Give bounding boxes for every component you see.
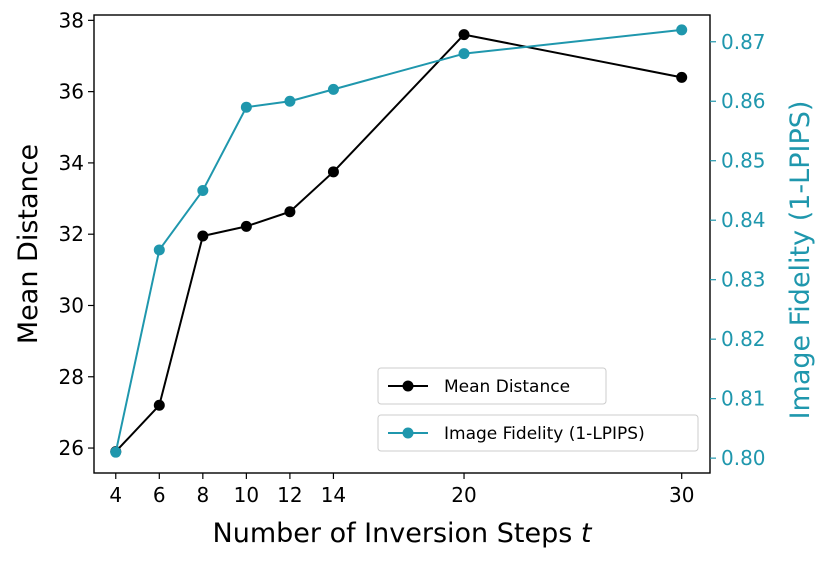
right-y-tick-label: 0.81 bbox=[721, 387, 766, 411]
legend-label-image-fidelity: Image Fidelity (1-LPIPS) bbox=[444, 424, 645, 444]
data-point-image-fidelity bbox=[284, 95, 296, 107]
left-y-tick-label: 30 bbox=[59, 293, 84, 317]
series-line-image-fidelity bbox=[114, 28, 682, 453]
legend-marker-image-fidelity bbox=[402, 427, 414, 439]
right-y-axis-title: Image Fidelity (1-LPIPS) bbox=[785, 101, 816, 420]
data-point-mean-distance bbox=[327, 166, 339, 178]
x-tick-label: 8 bbox=[196, 483, 209, 507]
data-point-image-fidelity bbox=[327, 83, 339, 95]
data-point-image-fidelity bbox=[676, 24, 688, 36]
data-point-image-fidelity bbox=[153, 244, 165, 256]
left-y-tick-label: 26 bbox=[59, 436, 84, 460]
left-y-axis-title: Mean Distance bbox=[13, 144, 44, 344]
x-tick-label: 20 bbox=[451, 483, 476, 507]
right-y-tick-label: 0.87 bbox=[721, 30, 766, 54]
legend-label-mean-distance: Mean Distance bbox=[444, 377, 570, 397]
data-point-image-fidelity bbox=[240, 101, 252, 113]
data-point-mean-distance bbox=[458, 29, 470, 41]
legend-box-mean-distance bbox=[377, 367, 607, 405]
right-y-tick-label: 0.84 bbox=[721, 208, 766, 232]
data-point-mean-distance bbox=[240, 220, 252, 232]
data-point-mean-distance bbox=[153, 399, 165, 411]
right-y-tick-label: 0.85 bbox=[721, 149, 766, 173]
x-tick-label: 10 bbox=[234, 483, 259, 507]
x-tick-label: 30 bbox=[669, 483, 694, 507]
left-y-tick-label: 38 bbox=[59, 8, 84, 32]
data-point-mean-distance bbox=[197, 230, 209, 242]
data-point-image-fidelity bbox=[458, 48, 470, 60]
left-y-tick-label: 36 bbox=[59, 80, 84, 104]
right-y-tick-label: 0.82 bbox=[721, 327, 766, 351]
left-y-tick-label: 28 bbox=[59, 365, 84, 389]
series-line-mean-distance bbox=[115, 33, 682, 453]
x-tick-label: 4 bbox=[109, 483, 122, 507]
x-tick-label: 14 bbox=[321, 483, 346, 507]
legend-box-image-fidelity bbox=[377, 414, 699, 452]
legend: Mean Distance Image Fidelity (1-LPIPS) bbox=[377, 367, 699, 452]
right-y-tick-label: 0.86 bbox=[721, 89, 766, 113]
legend-marker-mean-distance bbox=[402, 380, 414, 392]
x-axis-title: Number of Inversion Steps t bbox=[213, 518, 593, 549]
data-point-mean-distance bbox=[284, 206, 296, 218]
right-y-tick-label: 0.83 bbox=[721, 268, 766, 292]
left-y-tick-label: 34 bbox=[59, 151, 84, 175]
data-point-image-fidelity bbox=[110, 446, 122, 458]
data-point-image-fidelity bbox=[197, 184, 209, 196]
left-y-tick-label: 32 bbox=[59, 222, 84, 246]
right-y-tick-label: 0.80 bbox=[721, 446, 766, 470]
plot-frame bbox=[93, 14, 711, 474]
x-tick-label: 12 bbox=[277, 483, 302, 507]
data-point-mean-distance bbox=[676, 71, 688, 83]
x-tick-label: 6 bbox=[153, 483, 166, 507]
